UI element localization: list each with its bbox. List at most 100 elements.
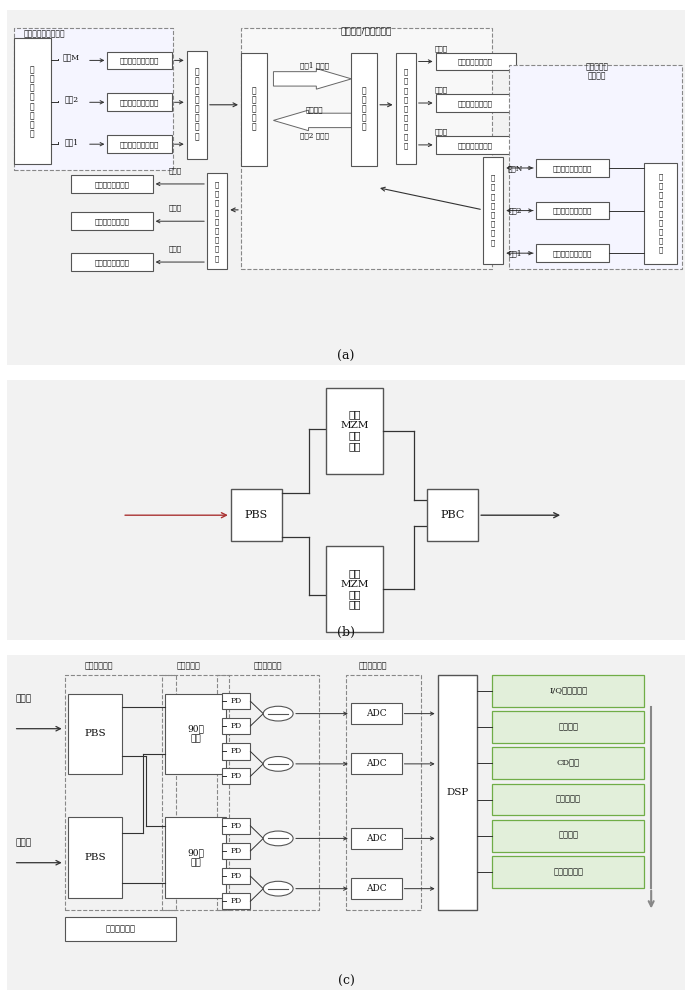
Text: 第一光信号调制单元: 第一光信号调制单元 (120, 140, 159, 148)
Bar (222, 843, 251, 859)
Bar (437, 675, 477, 910)
Bar (165, 817, 226, 898)
Text: PD: PD (230, 747, 242, 755)
Bar (352, 53, 377, 166)
Text: 模式1 光信号: 模式1 光信号 (300, 61, 329, 69)
Text: 第一光信号调制单元: 第一光信号调制单元 (120, 98, 159, 106)
Text: PD: PD (230, 722, 242, 730)
Text: 模分复用/解复用单元: 模分复用/解复用单元 (340, 27, 392, 36)
Bar (165, 694, 226, 774)
Bar (161, 675, 229, 910)
Text: 波长N: 波长N (508, 164, 523, 172)
Bar (222, 818, 251, 834)
Circle shape (263, 831, 293, 846)
Text: 第一相干接收单元: 第一相干接收单元 (458, 99, 493, 107)
Bar (241, 28, 492, 269)
Text: 模式2 光信号: 模式2 光信号 (300, 131, 329, 139)
Bar (64, 675, 176, 910)
Text: 第二光信号调制单元: 第二光信号调制单元 (553, 207, 592, 215)
Text: ADC: ADC (366, 759, 387, 768)
Circle shape (263, 881, 293, 896)
Circle shape (263, 706, 293, 721)
Text: 第二相干接收单元: 第二相干接收单元 (95, 180, 129, 188)
Polygon shape (273, 69, 352, 89)
Bar (492, 784, 644, 815)
Bar (435, 94, 516, 112)
Bar (492, 711, 644, 743)
Bar (207, 173, 227, 269)
Text: PBS: PBS (244, 510, 268, 520)
Text: PBS: PBS (84, 729, 106, 738)
Text: 第二光载波
输入单元: 第二光载波 输入单元 (585, 64, 608, 81)
Text: 光信号: 光信号 (169, 204, 182, 212)
Text: 本振光激光器: 本振光激光器 (106, 925, 136, 933)
Bar (187, 51, 207, 159)
Text: 第一
MZM
调制
模块: 第一 MZM 调制 模块 (340, 411, 369, 451)
Text: CD补偿: CD补偿 (556, 759, 580, 767)
Bar (351, 753, 401, 774)
Text: 波长1: 波长1 (509, 249, 522, 257)
Text: DSP: DSP (446, 788, 468, 797)
Text: 偏振分集模块: 偏振分集模块 (84, 663, 113, 671)
Bar (509, 65, 682, 269)
Text: PD: PD (230, 872, 242, 880)
Text: (b): (b) (337, 626, 355, 639)
Text: 第一相干接收模块: 第一相干接收模块 (458, 141, 493, 149)
Bar (428, 489, 478, 541)
Bar (230, 489, 282, 541)
Text: PD: PD (230, 897, 242, 905)
Bar (435, 53, 516, 70)
Text: 第
二
光
载
波
输
入
单
元: 第 二 光 载 波 输 入 单 元 (659, 172, 663, 254)
Bar (241, 53, 266, 166)
Text: 第一光载波输入单元: 第一光载波输入单元 (24, 31, 66, 39)
Text: 波长2: 波长2 (64, 97, 78, 105)
Text: 第二相干接收单元: 第二相干接收单元 (95, 258, 129, 266)
Bar (14, 28, 173, 170)
Text: 光信号: 光信号 (169, 245, 182, 253)
Text: 第二相干接收单元: 第二相干接收单元 (95, 217, 129, 225)
Bar (351, 828, 401, 849)
Bar (483, 157, 503, 264)
Text: ADC: ADC (366, 834, 387, 843)
Bar (492, 747, 644, 779)
Bar (536, 244, 609, 262)
Bar (222, 768, 251, 784)
Text: 波长1: 波长1 (64, 138, 78, 146)
Bar (68, 817, 122, 898)
Text: 模
式
复
用
器: 模 式 复 用 器 (251, 87, 256, 132)
Text: 第二光信号调制单元: 第二光信号调制单元 (553, 249, 592, 257)
Bar (492, 820, 644, 852)
Text: 第
一
波
分
复
用
单
元: 第 一 波 分 复 用 单 元 (194, 69, 199, 141)
Text: 本振光: 本振光 (16, 838, 32, 847)
Bar (435, 136, 516, 154)
Text: PD: PD (230, 847, 242, 855)
Text: 第二
MZM
调制
模块: 第二 MZM 调制 模块 (340, 569, 369, 609)
Bar (351, 703, 401, 724)
Bar (107, 52, 172, 69)
Text: 频偏估计: 频偏估计 (558, 832, 578, 840)
Text: PD: PD (230, 772, 242, 780)
Bar (222, 893, 251, 909)
Text: 第二光信号调制单元: 第二光信号调制单元 (553, 164, 592, 172)
Text: PD: PD (230, 697, 242, 705)
Text: 少模光纤: 少模光纤 (305, 105, 323, 113)
Bar (326, 388, 383, 474)
Bar (536, 202, 609, 219)
Bar (68, 694, 122, 774)
Text: 第一光信号调制单元: 第一光信号调制单元 (120, 56, 159, 64)
Bar (217, 675, 319, 910)
Bar (326, 546, 383, 632)
Bar (351, 878, 401, 899)
Text: 90混
频器: 90混 频器 (187, 724, 204, 743)
Text: PBS: PBS (84, 853, 106, 862)
Bar (107, 93, 172, 111)
Text: 时钟恢复: 时钟恢复 (558, 723, 578, 731)
Text: ADC: ADC (366, 709, 387, 718)
Bar (71, 253, 153, 271)
Text: 第
二
波
分
解
复
用
单
元: 第 二 波 分 解 复 用 单 元 (215, 180, 219, 262)
Bar (71, 212, 153, 230)
Text: 载波相位估计: 载波相位估计 (553, 868, 583, 876)
Bar (14, 38, 51, 164)
Text: 光信号: 光信号 (435, 44, 448, 52)
Bar (222, 868, 251, 884)
